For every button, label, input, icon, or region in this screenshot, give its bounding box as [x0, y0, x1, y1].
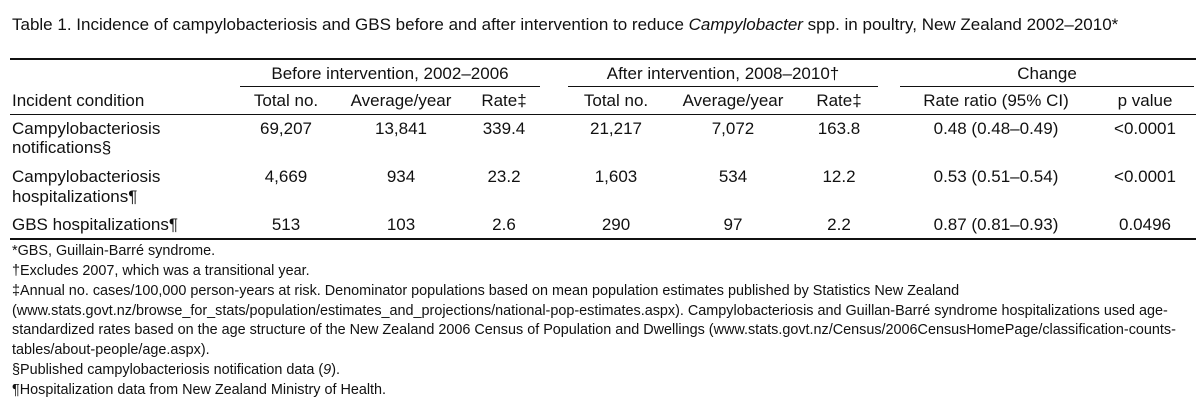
- row-2-average-before: 934: [386, 167, 416, 186]
- table-caption: Table 1. Incidence of campylobacteriosis…: [12, 15, 1192, 35]
- row-1-total-before: 69,207: [260, 119, 312, 138]
- footnote-rate: ‡Annual no. cases/100,000 person-years a…: [12, 283, 1176, 358]
- row-2-average-after: 534: [718, 167, 748, 186]
- row-2-total-after: 1,603: [594, 167, 638, 186]
- column-header-average-after: Average/year: [682, 91, 784, 110]
- caption-italic: Campylobacter: [688, 15, 803, 34]
- row-3-condition: GBS hospitalizations¶: [12, 215, 178, 234]
- column-header-total-after: Total no.: [583, 91, 649, 110]
- row-2-condition-line-2: hospitalizations¶: [12, 187, 138, 206]
- column-header-rate-before: Rate‡: [481, 91, 527, 110]
- group-change-header: Change: [1017, 64, 1077, 83]
- row-3-rate-before: 2.6: [492, 215, 516, 234]
- row-2-p-value: <0.0001: [1114, 167, 1176, 186]
- row-1-p-value: <0.0001: [1114, 119, 1176, 138]
- row-1-average-after: 7,072: [711, 119, 755, 138]
- row-1-condition-line-2: notifications§: [12, 138, 112, 157]
- row-2-total-before: 4,669: [264, 167, 308, 186]
- column-header-rate-after: Rate‡: [816, 91, 862, 110]
- row-1-rate-ratio: 0.48 (0.48–0.49): [933, 119, 1059, 138]
- group-before-rule: [240, 86, 540, 87]
- column-header-rate-ratio: Rate ratio (95% CI): [923, 91, 1069, 110]
- row-1-rate-after: 163.8: [817, 119, 861, 138]
- row-2-rate-before: 23.2: [487, 167, 521, 186]
- footnote-gbs: *GBS, Guillain-Barré syndrome.: [12, 243, 216, 259]
- column-header-p-value: p value: [1117, 91, 1173, 110]
- footnote-notification: §Published campylobacteriosis notificati…: [12, 361, 1192, 381]
- row-3-rate-ratio: 0.87 (0.81–0.93): [933, 215, 1059, 234]
- bottom-rule: [10, 238, 1196, 240]
- column-header-total-before: Total no.: [253, 91, 319, 110]
- row-3-average-before: 103: [386, 215, 416, 234]
- group-change-rule: [900, 86, 1194, 87]
- footnote-excludes: †Excludes 2007, which was a transitional…: [12, 263, 310, 279]
- group-after-header: After intervention, 2008–2010†: [606, 64, 840, 83]
- row-2-rate-ratio: 0.53 (0.51–0.54): [933, 167, 1059, 186]
- row-1-condition-line-1: Campylobacteriosis: [12, 119, 161, 138]
- row-3-rate-after: 2.2: [827, 215, 851, 234]
- row-2-rate-after: 12.2: [822, 167, 856, 186]
- row-1-average-before: 13,841: [375, 119, 427, 138]
- row-3-average-after: 97: [723, 215, 743, 234]
- group-before-header: Before intervention, 2002–2006: [271, 64, 509, 83]
- footnote-hospitalization: ¶Hospitalization data from New Zealand M…: [12, 382, 387, 398]
- footnote-reference: 9: [323, 362, 332, 378]
- row-3-p-value: 0.0496: [1119, 215, 1171, 234]
- footnote-notification-end: ).: [331, 362, 340, 378]
- header-rule: [10, 114, 1196, 115]
- footnote-notification-text: §Published campylobacteriosis notificati…: [12, 362, 324, 378]
- row-3-total-after: 290: [601, 215, 631, 234]
- column-header-average-before: Average/year: [350, 91, 452, 110]
- top-rule: [10, 58, 1196, 60]
- column-header-condition: Incident condition: [12, 91, 145, 110]
- group-after-rule: [568, 86, 878, 87]
- caption-text: Table 1. Incidence of campylobacteriosis…: [12, 15, 689, 34]
- row-2-condition-line-1: Campylobacteriosis: [12, 167, 161, 186]
- caption-text-end: spp. in poultry, New Zealand 2002–2010*: [802, 15, 1119, 34]
- row-1-rate-before: 339.4: [482, 119, 526, 138]
- row-3-total-before: 513: [271, 215, 301, 234]
- row-1-total-after: 21,217: [590, 119, 642, 138]
